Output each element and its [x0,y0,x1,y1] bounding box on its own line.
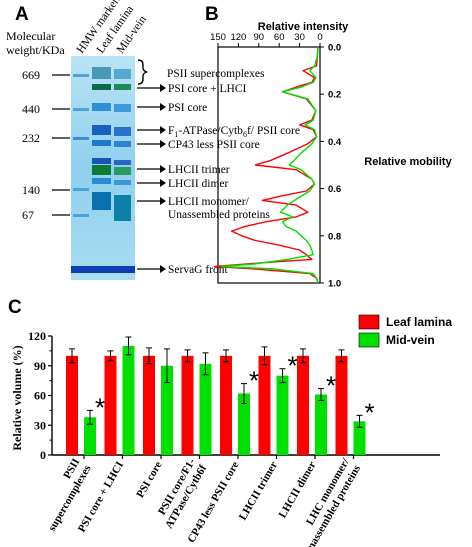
significance-asterisk: * [288,351,298,381]
band-label-psi-core: PSI core [168,102,207,114]
panel-c-category-label: LHCII trimer [237,459,280,522]
panel-b-y-tick-label: 1.0 [328,279,341,290]
arrowhead-lhcii-dimer [160,179,166,187]
arrowhead-lhcii-trimer [160,165,166,173]
panel-c-y-tick-label: 30 [34,418,46,432]
band-label-psi-core-lhci: PSI core + LHCI [168,83,247,95]
panel-b-x-tick-label: 90 [254,32,265,43]
significance-asterisk: * [95,392,105,422]
significance-asterisk: * [249,366,259,396]
psii-bracket [137,59,148,85]
panel-c-y-tick-label: 0 [40,448,46,462]
arrowhead-lhcii-monomer [160,197,166,205]
arrowhead-atpase [160,126,166,134]
bar-leaf-lamina [258,355,271,455]
bar-mid-vein [122,345,135,455]
legend-swatch-mid-vein [358,332,380,348]
panel-c-category-label: LHC monomer/Unassembled proteins [290,456,364,547]
panel-c-y-tick-label: 60 [34,389,46,403]
band-label-lhcii-monomer: LHCII monomer/ [168,196,250,208]
mw-axis-title-line2: weight/KDa [6,43,65,57]
band-label-servag-front: ServaG front [168,264,229,276]
band-label-cp43-less-psii-core: CP43 less PSII core [168,139,260,151]
bar-leaf-lamina [104,355,117,455]
arrowhead-psi-core-lhci [160,84,166,92]
panel-b-x-tick-label: 120 [230,32,246,43]
mw-67: 67 [22,208,34,222]
bar-leaf-lamina [181,355,194,455]
mw-axis-title-line1: Molecular [6,29,55,43]
panel-c-legend: Leaf lamina Mid-vein [358,314,452,348]
bar-mid-vein [199,363,212,455]
arrowhead-psi-core [160,103,166,111]
trace-mid-vein [220,46,319,284]
panel-c-y-title: Relative volume (%) [10,345,24,450]
panel-b-plot: 150 120 90 60 30 0 0.0 0.2 0.4 0.6 0.8 1.0 [210,32,342,290]
legend-label-leaf-lamina: Leaf lamina [386,315,452,329]
panel-b-y-tick-label: 0.6 [328,184,341,195]
panel-b-x-tick-label: 30 [294,32,305,43]
bar-leaf-lamina [220,355,232,455]
panel-b-x-title: Relative intensity [258,21,349,33]
band-label-unassembled-proteins: Unassembled proteins [168,209,270,221]
bar-mid-vein [238,393,250,455]
bar-leaf-lamina [297,355,309,455]
panel-b-x-tick-label: 150 [210,32,226,43]
band-label-psii-supercomplexes: PSII supercomplexes [167,68,265,80]
panel-b-y-title: Relative mobility [364,156,452,168]
native-gel-image [71,56,135,280]
panel-b-y-tick-label: 0.2 [328,90,341,101]
bar-leaf-lamina [143,355,155,455]
band-annotations: PSII supercomplexes PSI core + LHCI PSI … [137,59,300,276]
mw-140: 140 [22,183,40,197]
bar-mid-vein [353,421,366,455]
significance-asterisk: * [326,371,336,401]
bar-mid-vein [161,365,173,455]
mw-669: 669 [22,68,40,82]
panel-b-y-tick-label: 0.4 [328,137,342,148]
panel-b-x-tick-label: 0 [317,32,322,43]
bar-leaf-lamina [66,355,78,455]
bar-mid-vein [84,417,96,455]
bar-leaf-lamina [335,355,348,455]
bar-mid-vein [315,394,327,455]
significance-asterisk: * [365,397,375,427]
panel-a-label: A [15,4,29,25]
mw-440: 440 [22,102,40,116]
band-label-lhcii-trimer: LHCII trimer [168,164,230,176]
panel-c-category-label: PSI core [134,459,164,500]
mw-232: 232 [22,131,40,145]
legend-label-mid-vein: Mid-vein [386,333,435,347]
arrowhead-cp43 [160,140,166,148]
panel-b-x-tick-label: 60 [274,32,285,43]
bar-mid-vein [276,375,289,455]
panel-c-y-tick-label: 120 [28,329,46,343]
panel-c-y-tick-label: 90 [34,359,46,373]
panel-b-label: B [205,4,219,25]
legend-swatch-leaf-lamina [358,314,380,330]
mw-markers: 669 440 232 140 67 [22,68,70,222]
panel-b-frame [217,46,321,284]
arrowhead-servag-front [160,265,166,273]
panel-b-y-tick-label: 0.8 [328,231,341,242]
panel-c-label: C [8,297,22,318]
panel-b-y-tick-label: 0.0 [328,43,341,54]
band-label-atpase-cytb6f-psii-core: F1-ATPase/Cytb6f/ PSII core [168,125,300,139]
band-label-lhcii-dimer: LHCII dimer [168,178,229,190]
